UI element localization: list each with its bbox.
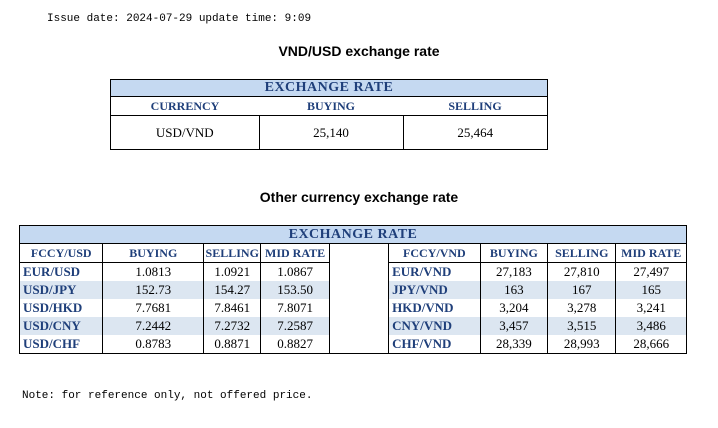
selling-cell: 154.27 — [203, 281, 262, 299]
column-gap — [328, 243, 390, 263]
buying-cell: 152.73 — [102, 281, 205, 299]
table-row: USD/VND 25,140 25,464 — [110, 115, 548, 150]
selling-column-header: SELLING — [403, 96, 548, 116]
buying-cell: 25,140 — [259, 115, 404, 150]
other-currency-title: Other currency exchange rate — [259, 189, 459, 205]
table-row: USD/CNY 7.2442 7.2732 7.2587 CNY/VND 3,4… — [18, 317, 687, 335]
mid-rate-cell: 3,486 — [615, 317, 687, 335]
mid-rate-cell: 0.8827 — [260, 335, 330, 354]
pair-cell: CNY/VND — [388, 317, 481, 335]
pair-cell: USD/CNY — [18, 317, 104, 335]
buying-cell: 28,339 — [479, 335, 549, 354]
fccy-vnd-column-header: FCCY/VND — [388, 243, 481, 263]
selling-cell: 0.8871 — [203, 335, 262, 354]
currency-cell: USD/VND — [110, 115, 260, 150]
disclaimer-note: Note: for reference only, not offered pr… — [22, 390, 313, 402]
pair-cell: USD/JPY — [18, 281, 104, 299]
buying-cell: 7.2442 — [102, 317, 205, 335]
column-gap — [328, 335, 390, 354]
mid-rate-cell: 7.8071 — [260, 299, 330, 317]
currency-column-header: CURRENCY — [110, 96, 259, 116]
buying-cell: 3,457 — [479, 317, 549, 335]
selling-cell: 3,515 — [547, 317, 617, 335]
vnd-usd-title: VND/USD exchange rate — [278, 43, 440, 59]
right-selling-column-header: SELLING — [547, 243, 617, 263]
selling-cell: 167 — [547, 281, 617, 299]
mid-rate-cell: 27,497 — [615, 262, 687, 281]
pair-cell: EUR/USD — [18, 262, 104, 281]
vnd-usd-rate-table: EXCHANGE RATE CURRENCY BUYING SELLING US… — [110, 79, 548, 150]
other-exchange-rate-header: EXCHANGE RATE — [19, 225, 687, 244]
table-row: USD/HKD 7.7681 7.8461 7.8071 HKD/VND 3,2… — [18, 299, 687, 317]
table-row: USD/CHF 0.8783 0.8871 0.8827 CHF/VND 28,… — [18, 335, 687, 354]
selling-cell: 28,993 — [547, 335, 617, 354]
left-selling-column-header: SELLING — [203, 243, 262, 263]
left-buying-column-header: BUYING — [102, 243, 205, 263]
selling-cell: 27,810 — [547, 262, 617, 281]
buying-cell: 1.0813 — [102, 262, 205, 281]
table-row: USD/JPY 152.73 154.27 153.50 JPY/VND 163… — [18, 281, 687, 299]
buying-cell: 163 — [479, 281, 549, 299]
mid-rate-cell: 3,241 — [615, 299, 687, 317]
table-row: EUR/USD 1.0813 1.0921 1.0867 EUR/VND 27,… — [18, 262, 687, 281]
column-gap — [328, 317, 390, 335]
right-buying-column-header: BUYING — [479, 243, 549, 263]
buying-cell: 0.8783 — [102, 335, 205, 354]
column-gap — [328, 281, 390, 299]
pair-cell: HKD/VND — [388, 299, 481, 317]
mid-rate-cell: 165 — [615, 281, 687, 299]
buying-column-header: BUYING — [259, 96, 403, 116]
selling-cell: 7.2732 — [203, 317, 262, 335]
column-gap — [328, 262, 390, 281]
pair-cell: CHF/VND — [388, 335, 481, 354]
issue-date-line: Issue date: 2024-07-29 update time: 9:09 — [47, 13, 312, 25]
pair-cell: USD/HKD — [18, 299, 104, 317]
selling-cell: 7.8461 — [203, 299, 262, 317]
mid-rate-cell: 153.50 — [260, 281, 330, 299]
selling-cell: 25,464 — [457, 124, 494, 140]
buying-cell: 7.7681 — [102, 299, 205, 317]
selling-cell: 3,278 — [547, 299, 617, 317]
right-mid-rate-column-header: MID RATE — [615, 243, 687, 263]
mid-rate-cell: 28,666 — [615, 335, 687, 354]
pair-cell: USD/CHF — [18, 335, 104, 354]
buying-cell: 3,204 — [479, 299, 549, 317]
left-mid-rate-column-header: MID RATE — [260, 243, 330, 263]
exchange-rate-header: EXCHANGE RATE — [110, 79, 548, 97]
mid-rate-cell: 7.2587 — [260, 317, 330, 335]
pair-cell: JPY/VND — [388, 281, 481, 299]
pair-cell: EUR/VND — [388, 262, 481, 281]
selling-cell: 1.0921 — [203, 262, 262, 281]
column-gap — [328, 299, 390, 317]
fccy-usd-column-header: FCCY/USD — [18, 243, 104, 263]
mid-rate-cell: 1.0867 — [260, 262, 330, 281]
other-currency-rate-table: EXCHANGE RATE FCCY/USD BUYING SELLING MI… — [18, 225, 687, 354]
buying-cell: 27,183 — [479, 262, 549, 281]
